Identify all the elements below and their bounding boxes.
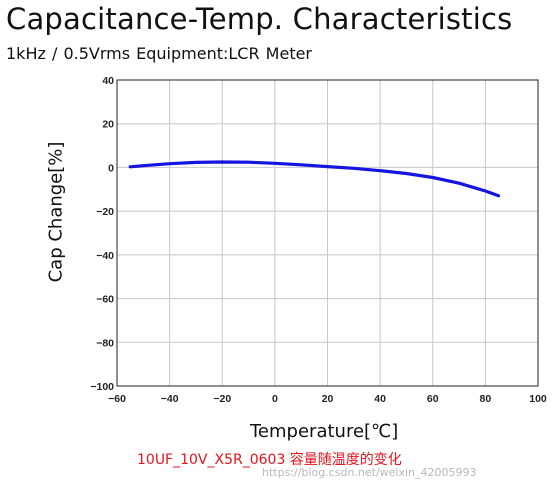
watermark: https://blog.csdn.net/weixin_42005993 (262, 466, 477, 479)
x-tick-label: 100 (529, 393, 547, 405)
series-line (128, 160, 501, 198)
grid-lines (117, 80, 538, 386)
x-tick-label: 80 (480, 393, 492, 405)
y-tick-label: −40 (96, 250, 114, 262)
x-tick-label: −60 (108, 393, 126, 405)
y-axis-ticks: 40 20 0 −20 −40 −60 −80 −100 (90, 75, 114, 393)
chart-subtitle: 1kHz / 0.5Vrms Equipment:LCR Meter (6, 44, 313, 63)
x-tick-label: 60 (427, 393, 439, 405)
x-tick-label: 0 (272, 393, 278, 405)
y-tick-label: −20 (96, 206, 114, 218)
data-series (128, 160, 501, 198)
y-tick-label: 20 (102, 119, 114, 131)
x-tick-label: 40 (374, 393, 386, 405)
chart-title: Capacitance-Temp. Characteristics (6, 2, 513, 36)
x-axis-ticks: −60 −40 −20 0 20 40 60 80 100 (108, 393, 547, 405)
plot-area (116, 79, 539, 387)
chart-caption: 10UF_10V_X5R_0603 容量随温度的变化 (137, 452, 402, 468)
x-tick-label: −20 (213, 393, 231, 405)
x-tick-label: 20 (322, 393, 334, 405)
y-tick-label: 0 (108, 162, 114, 174)
y-tick-label: −60 (96, 294, 114, 306)
y-axis-label: Cap Change[%] (45, 141, 67, 283)
x-tick-label: −40 (161, 393, 179, 405)
y-tick-label: 40 (102, 75, 114, 87)
y-tick-label: −100 (90, 381, 114, 393)
y-tick-label: −80 (96, 337, 114, 349)
x-axis-label: Temperature[℃] (250, 421, 399, 442)
